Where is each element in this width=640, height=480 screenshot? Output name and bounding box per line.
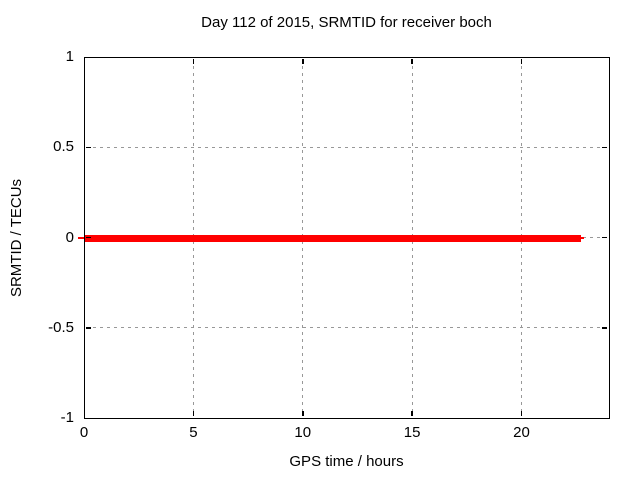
x-tick-label: 5 <box>189 424 198 441</box>
tick-mark-bottom <box>302 411 304 416</box>
grid-line-horizontal <box>86 327 607 329</box>
x-tick-label: 15 <box>403 424 421 441</box>
y-tick-label: 0.5 <box>53 138 74 156</box>
tick-mark-bottom <box>520 411 523 416</box>
tick-mark-bottom <box>192 411 195 416</box>
x-tick-label: 0 <box>79 424 89 441</box>
data-line <box>84 234 581 242</box>
plot-border <box>84 57 610 419</box>
tick-mark-left <box>86 236 91 239</box>
tick-mark-top <box>520 59 523 64</box>
y-tick-label: -1 <box>60 409 74 426</box>
data-line-endcap-right <box>580 236 584 239</box>
y-tick-label: -0.5 <box>48 318 74 336</box>
y-axis-label: SRMTID / TECUs <box>8 178 25 298</box>
x-tick-label: 10 <box>294 424 312 441</box>
tick-mark-right <box>602 327 607 329</box>
x-tick-label: 20 <box>513 424 530 441</box>
data-line-endcap-left <box>78 236 84 239</box>
tick-mark-right <box>602 146 607 148</box>
tick-mark-top <box>302 59 304 64</box>
x-axis-label: GPS time / hours <box>289 453 404 470</box>
tick-mark-right <box>602 236 607 239</box>
tick-mark-left <box>86 146 91 148</box>
y-tick-label: 0 <box>65 228 74 246</box>
y-tick-label: 1 <box>65 48 74 65</box>
tick-mark-bottom <box>411 411 413 416</box>
chart-title: Day 112 of 2015, SRMTID for receiver boc… <box>201 14 492 31</box>
tick-mark-top <box>192 59 195 64</box>
tick-mark-left <box>86 327 91 329</box>
tick-mark-top <box>411 59 413 64</box>
grid-line-horizontal <box>86 146 607 148</box>
